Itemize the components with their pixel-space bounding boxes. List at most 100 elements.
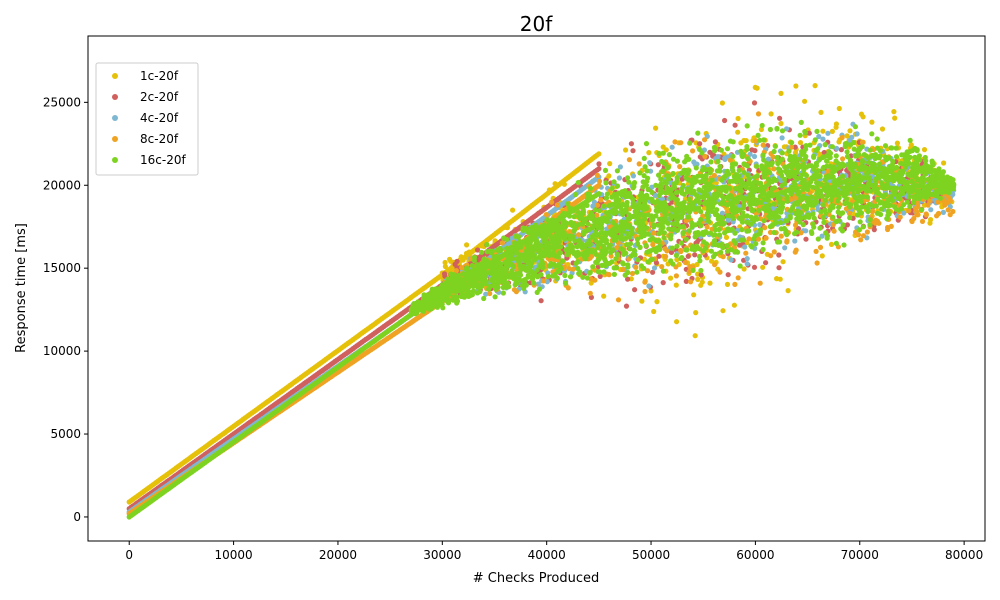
data-point [923,212,930,218]
data-point [901,210,907,216]
data-point [778,90,784,96]
data-point [784,238,790,244]
data-point [735,275,741,281]
data-point [561,181,568,187]
data-point [921,147,928,153]
data-point [639,298,645,304]
data-point [651,230,657,236]
data-point [893,154,900,160]
data-point [858,237,864,243]
data-point [771,249,777,255]
data-point [691,292,697,298]
data-point [620,211,626,217]
data-point [834,145,840,152]
data-point [906,207,912,214]
data-point [604,191,611,197]
data-point [715,154,721,160]
data-point [702,137,708,143]
data-point [829,128,836,134]
data-point [778,120,784,127]
data-point [699,279,705,285]
data-point [464,242,470,248]
data-point [587,255,593,261]
data-point [732,281,738,287]
data-point [695,276,701,282]
data-point [842,200,848,207]
data-point [633,264,639,270]
data-point [697,141,703,147]
data-point [678,240,685,246]
data-point [844,133,850,139]
data-point [660,280,666,286]
data-point [831,228,837,234]
data-point [869,131,875,137]
data-point [521,285,527,291]
data-point [870,208,876,214]
data-point [702,153,708,159]
data-point [844,222,851,228]
data-point [822,142,828,148]
data-point [744,256,750,262]
data-point [891,109,897,115]
data-point [481,295,487,302]
data-point [654,299,660,305]
data-point [798,230,804,236]
data-point [751,153,758,160]
data-point [688,279,694,285]
data-point [767,229,774,235]
data-point [836,139,842,145]
data-point [720,308,726,314]
data-point [911,215,917,222]
data-point [655,162,661,168]
data-point [622,272,628,278]
data-point [707,280,713,286]
data-point [651,224,657,230]
data-point [820,136,826,142]
data-point [728,257,734,263]
data-point [499,240,505,246]
data-point [820,128,826,134]
data-point [672,139,678,145]
data-point [601,269,607,275]
data-point [670,170,676,177]
data-point [570,266,576,272]
data-point [677,164,683,170]
data-point [874,136,880,142]
data-point [776,252,782,258]
data-point [592,207,598,213]
data-point [762,225,768,231]
data-point [630,148,636,154]
data-point [917,195,923,202]
data-point [758,126,765,133]
data-point [479,249,485,255]
data-point [768,253,774,259]
data-point [623,303,630,309]
data-point [908,142,914,148]
data-point [535,281,541,287]
data-point [611,179,617,185]
data-point [874,218,881,224]
data-point [606,173,612,179]
data-point [651,265,658,271]
data-point [919,218,926,224]
data-point [696,187,702,193]
data-point [869,119,875,125]
data-point [779,150,785,156]
data-point [459,265,465,271]
data-point [454,258,460,264]
data-point [669,199,675,205]
data-point [763,235,769,241]
data-point [572,191,579,198]
data-point [768,111,774,117]
data-point [839,134,845,141]
data-point [840,156,846,162]
data-point [596,151,602,157]
data-point [778,233,784,239]
data-point [829,144,836,150]
data-point [628,276,634,282]
data-point [594,202,601,208]
data-point [817,225,823,231]
data-point [587,290,593,296]
data-point [687,140,693,146]
data-point [642,164,648,170]
